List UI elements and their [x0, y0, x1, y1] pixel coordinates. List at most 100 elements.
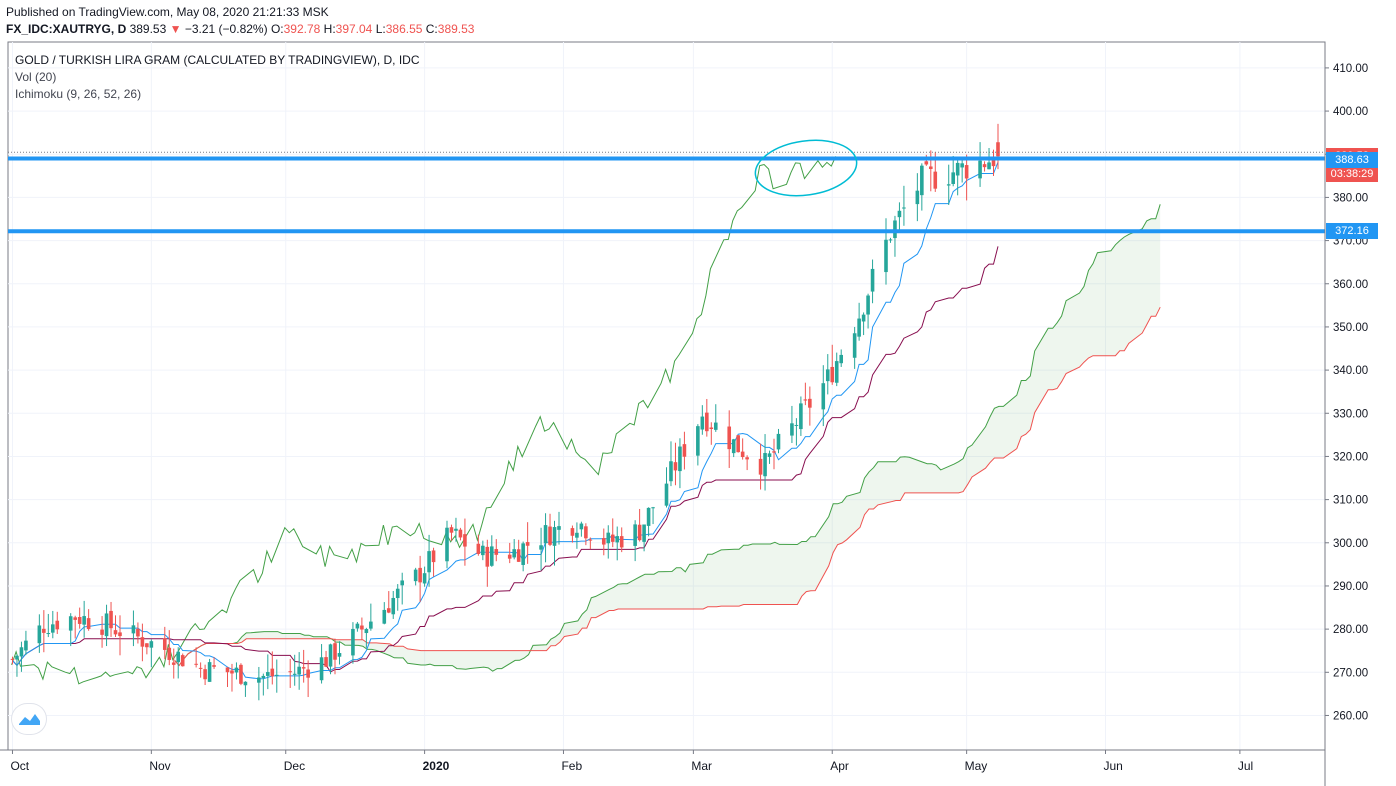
candle-down — [333, 643, 337, 660]
candle-down — [637, 524, 642, 541]
candle-up — [24, 640, 28, 651]
candle-up — [920, 165, 924, 196]
candle-down — [996, 142, 1000, 157]
candle-up — [274, 674, 279, 676]
x-tick-label: Nov — [149, 759, 170, 773]
candle-up — [978, 160, 982, 179]
candlesticks — [10, 123, 1000, 701]
candle-up — [297, 666, 301, 675]
candle-up — [489, 546, 494, 566]
candle-up — [987, 162, 991, 170]
candle-up — [893, 220, 897, 239]
candle-up — [234, 667, 239, 673]
candle-down — [77, 616, 82, 624]
tradingview-logo-icon[interactable] — [12, 704, 46, 734]
candle-down — [933, 171, 938, 189]
candle-up — [678, 446, 682, 472]
open-label: O: — [270, 22, 284, 36]
candle-up — [391, 597, 396, 615]
candle-down — [418, 567, 422, 583]
candle-up — [351, 628, 355, 656]
candle-up — [633, 524, 637, 546]
candle-up — [104, 613, 109, 637]
candle-down — [42, 628, 46, 633]
candle-down — [463, 534, 467, 547]
candle-up — [539, 545, 543, 550]
candle-down — [10, 658, 15, 660]
candle-down — [230, 670, 234, 674]
y-tick-label: 300.00 — [1333, 538, 1368, 550]
candle-down — [239, 664, 243, 684]
x-tick-label: Oct — [10, 759, 29, 773]
chikou-span-line — [11, 156, 837, 685]
candle-up — [866, 295, 870, 315]
candle-up — [292, 673, 297, 675]
highlight-ellipse[interactable] — [752, 134, 861, 202]
chart-title[interactable]: GOLD / TURKISH LIRA GRAM (CALCULATED BY … — [15, 53, 420, 67]
candle-down — [588, 539, 593, 541]
y-tick-label: 330.00 — [1333, 408, 1368, 420]
candle-down — [570, 528, 575, 536]
candle-up — [261, 675, 266, 679]
close-label: C: — [425, 22, 438, 36]
candle-up — [149, 641, 154, 648]
candle-up — [696, 426, 700, 456]
candle-down — [494, 549, 499, 555]
symbol-label[interactable]: FX_IDC:XAUTRYG, D — [6, 22, 127, 36]
candle-up — [557, 526, 561, 530]
time-axis[interactable]: Oct Nov Dec 2020 Feb Mar Apr May Jun Jul — [10, 750, 1253, 773]
candle-up — [790, 423, 794, 436]
candle-up — [857, 318, 861, 337]
candle-down — [109, 610, 113, 629]
horizontal-levels[interactable] — [8, 151, 1325, 234]
candle-up — [731, 439, 736, 454]
candle-up — [763, 453, 767, 477]
candle-up — [915, 190, 920, 205]
volume-legend[interactable]: Vol (20) — [15, 70, 57, 84]
candle-down — [964, 165, 969, 179]
candle-down — [270, 668, 275, 677]
candle-up — [131, 625, 136, 634]
ichimoku-legend[interactable]: Ichimoku (9, 26, 52, 26) — [15, 87, 142, 101]
candle-down — [516, 549, 521, 562]
candle-up — [15, 655, 19, 660]
senkou-span-a-line — [174, 204, 1161, 672]
candle-up — [369, 621, 373, 629]
candle-down — [727, 426, 732, 450]
candle-up — [543, 525, 548, 544]
candle-up — [382, 609, 387, 624]
x-tick-label: Mar — [691, 759, 712, 773]
candle-down — [525, 542, 530, 546]
candle-down — [162, 638, 167, 650]
candle-up — [413, 569, 418, 582]
candle-down — [619, 536, 624, 548]
y-tick-label: 310.00 — [1333, 495, 1368, 507]
candle-up — [884, 239, 888, 273]
candle-up — [897, 210, 902, 218]
candle-down — [772, 451, 776, 453]
candle-up — [422, 573, 427, 584]
y-tick-label: 340.00 — [1333, 365, 1368, 377]
candle-up — [852, 333, 857, 358]
y-tick-label: 270.00 — [1333, 667, 1368, 679]
low-label: L: — [375, 22, 386, 36]
candle-up — [700, 416, 705, 430]
candle-up — [176, 651, 181, 663]
candle-up — [575, 532, 579, 538]
x-tick-label: Jun — [1104, 759, 1123, 773]
candle-up — [454, 528, 458, 531]
x-tick-label: May — [965, 759, 988, 773]
candle-down — [136, 628, 140, 637]
candle-down — [306, 669, 310, 678]
candle-up — [46, 633, 51, 635]
candle-down — [145, 643, 149, 648]
candle-up — [951, 172, 955, 184]
candle-up — [355, 623, 360, 629]
kijun-sen-line — [12, 246, 999, 673]
candle-down — [709, 427, 714, 430]
candle-down — [705, 412, 709, 432]
candle-down — [830, 366, 835, 383]
candle-down — [991, 158, 996, 167]
candle-up — [37, 625, 42, 644]
